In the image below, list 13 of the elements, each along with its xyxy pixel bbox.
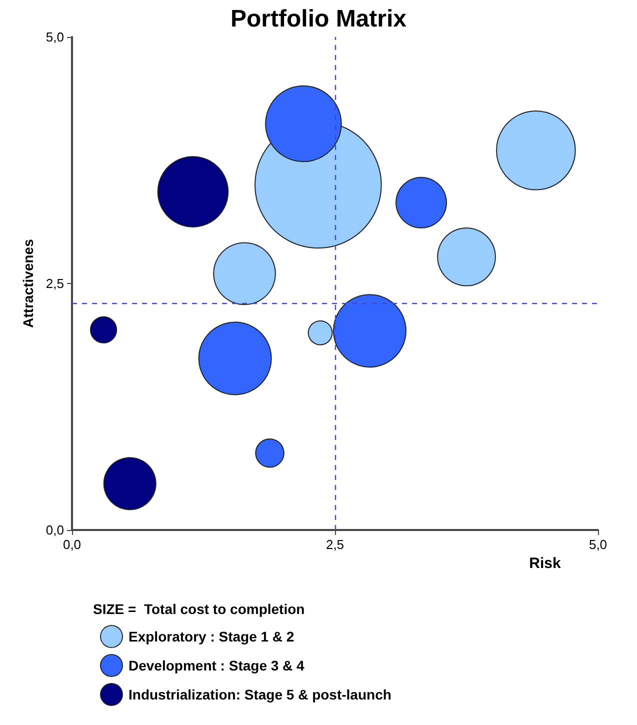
y-tick-label: 0,0 [46, 522, 64, 538]
x-axis-title: Risk [529, 554, 562, 572]
y-tick-label: 5,0 [46, 30, 64, 44]
x-tick-label: 0,0 [62, 537, 82, 552]
legend-label: Exploratory : Stage 1 & 2 [128, 628, 294, 644]
y-tick-label: 2,5 [46, 276, 64, 291]
legend-label: Development : Stage 3 & 4 [128, 658, 305, 674]
x-tick-label: 2,5 [326, 537, 344, 552]
x-tick-label: 5,0 [588, 537, 608, 552]
legend-label: Industrialization: Stage 5 & post-launch [128, 686, 392, 702]
chart-title: Portfolio Matrix [230, 6, 408, 32]
y-axis-title: Attractivenes [20, 238, 36, 328]
legend-title: SIZE = Total cost to completion [93, 601, 305, 617]
